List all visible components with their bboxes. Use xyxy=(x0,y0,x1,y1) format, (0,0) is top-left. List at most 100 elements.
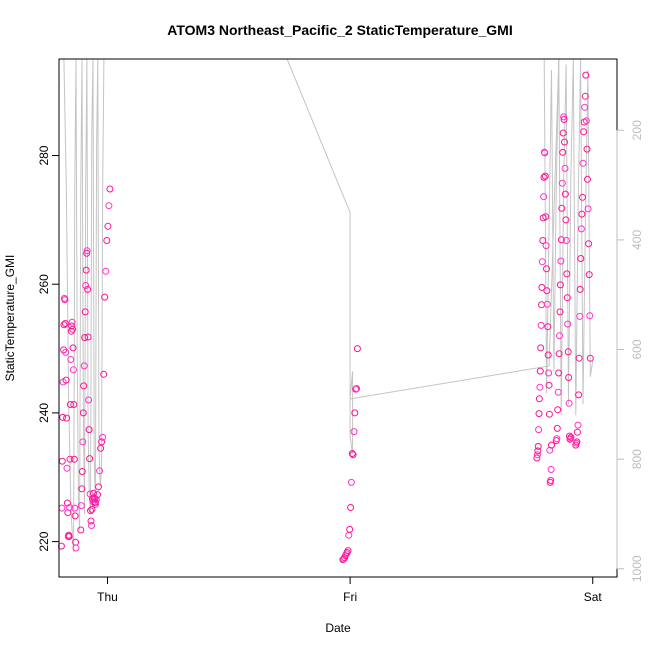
data-point xyxy=(561,164,569,172)
data-point xyxy=(62,348,70,356)
data-point xyxy=(84,285,92,293)
data-point xyxy=(553,435,561,443)
chart-title: ATOM3 Northeast_Pacific_2 StaticTemperat… xyxy=(167,22,512,38)
data-point xyxy=(535,426,543,434)
data-point xyxy=(536,367,544,375)
y-tick-label: 280 xyxy=(37,145,51,165)
data-point xyxy=(539,237,547,244)
data-point xyxy=(586,354,594,362)
data-point xyxy=(538,258,546,266)
data-point xyxy=(580,128,588,136)
data-point xyxy=(567,433,575,441)
data-point xyxy=(584,205,592,213)
data-point xyxy=(574,421,582,429)
data-point xyxy=(71,504,79,512)
data-point xyxy=(78,485,86,493)
data-point xyxy=(547,477,555,484)
data-point xyxy=(562,216,570,224)
data-point xyxy=(565,374,573,381)
data-point xyxy=(541,172,549,180)
x-axis-label: Date xyxy=(325,621,351,635)
y-tick-label: 240 xyxy=(37,403,51,423)
x-tick-label: Sat xyxy=(584,590,603,604)
data-point xyxy=(72,544,80,552)
data-point xyxy=(577,255,585,262)
data-point xyxy=(90,489,97,497)
data-point xyxy=(545,410,553,418)
data-point xyxy=(67,356,75,363)
data-point xyxy=(577,225,585,233)
data-point xyxy=(556,332,563,340)
data-point xyxy=(579,193,586,201)
data-point xyxy=(542,213,550,221)
data-point xyxy=(97,444,105,452)
data-point xyxy=(82,282,90,289)
y-tick-label: 260 xyxy=(37,274,51,294)
data-point xyxy=(585,271,593,279)
data-point xyxy=(537,321,545,329)
data-point xyxy=(77,526,85,534)
data-point xyxy=(81,308,89,316)
data-point xyxy=(105,202,113,210)
data-point xyxy=(556,308,564,316)
data-point xyxy=(69,366,77,374)
data-point xyxy=(559,129,567,137)
data-point xyxy=(555,369,563,377)
data-point xyxy=(556,281,564,289)
data-point xyxy=(59,413,67,421)
y2-tick-label: 200 xyxy=(630,120,644,140)
data-point xyxy=(575,391,583,399)
data-point xyxy=(555,350,563,358)
data-point xyxy=(345,531,353,539)
data-point xyxy=(557,236,565,244)
data-point xyxy=(102,267,110,275)
data-point xyxy=(540,173,548,181)
data-point xyxy=(535,410,543,418)
data-point xyxy=(63,414,71,422)
data-point xyxy=(533,454,541,462)
data-point xyxy=(558,179,566,187)
data-point xyxy=(346,525,354,533)
x-tick-label: Fri xyxy=(343,590,357,604)
y-tick-label: 220 xyxy=(37,531,51,551)
data-point xyxy=(57,542,65,550)
data-point xyxy=(544,351,552,359)
data-point xyxy=(84,333,92,341)
data-point xyxy=(538,283,546,291)
data-point xyxy=(545,369,553,377)
data-point xyxy=(82,266,90,274)
data-point xyxy=(542,242,550,250)
profile-line-2 xyxy=(543,58,594,416)
plot-frame xyxy=(58,58,618,578)
data-point xyxy=(77,502,85,510)
data-point xyxy=(85,396,93,404)
data-point xyxy=(80,382,88,390)
data-point xyxy=(344,547,352,555)
data-point xyxy=(68,322,76,330)
data-point xyxy=(68,318,76,326)
data-point xyxy=(348,450,356,457)
data-point xyxy=(538,301,545,309)
data-point xyxy=(581,92,589,100)
data-point xyxy=(349,451,357,459)
data-point xyxy=(533,451,541,459)
data-point xyxy=(63,464,71,472)
data-point xyxy=(88,522,95,529)
data-point xyxy=(564,348,572,356)
data-point xyxy=(96,467,104,475)
data-point xyxy=(104,222,112,230)
data-point xyxy=(534,442,542,450)
data-point xyxy=(540,193,548,201)
data-point xyxy=(576,312,584,320)
data-point xyxy=(582,71,590,79)
data-point xyxy=(563,294,571,302)
data-point xyxy=(65,533,73,540)
profile-line-1 xyxy=(286,58,560,454)
data-point xyxy=(88,505,96,513)
data-point xyxy=(100,370,108,378)
data-point xyxy=(545,381,553,389)
data-point xyxy=(94,491,101,499)
data-point xyxy=(81,334,89,342)
profile-lines xyxy=(63,58,594,553)
